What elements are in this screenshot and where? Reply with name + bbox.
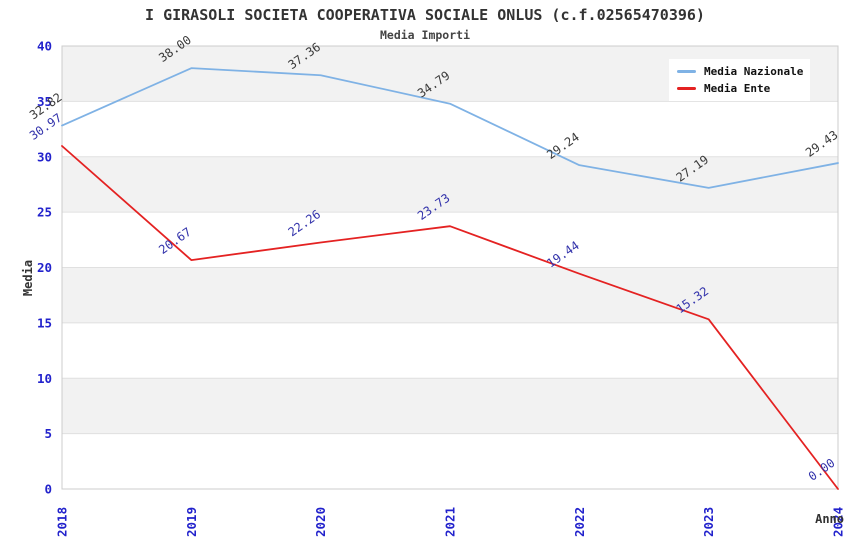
plot-band <box>62 322 838 379</box>
x-axis-title: Anno <box>815 512 844 526</box>
y-tick-label: 20 <box>37 260 52 275</box>
series-line-media-nazionale <box>61 67 839 189</box>
x-tick-label: 2020 <box>313 507 328 537</box>
y-tick-label: 10 <box>37 371 52 386</box>
plot-band <box>62 156 838 213</box>
y-axis-title: Media <box>21 259 35 297</box>
plot-band <box>62 267 838 323</box>
plot-band <box>62 212 838 268</box>
y-tick-label: 40 <box>37 39 52 54</box>
chart-subtitle: Media Importi <box>379 28 470 42</box>
legend: Media Nazionale Media Ente <box>669 59 810 101</box>
plot-band <box>62 378 838 434</box>
y-tick-label: 15 <box>37 315 52 330</box>
legend-item-media-nazionale: Media Nazionale <box>669 65 810 78</box>
x-tick-label: 2022 <box>572 507 587 537</box>
y-tick-label: 35 <box>37 94 52 109</box>
legend-label: Media Ente <box>704 82 771 96</box>
plot-border <box>61 45 839 490</box>
plot-band <box>62 101 838 157</box>
x-tick-label: 2019 <box>184 507 199 537</box>
x-tick-label: 2018 <box>55 507 70 537</box>
y-tick-label: 25 <box>37 205 52 220</box>
y-tick-label: 30 <box>37 149 52 164</box>
legend-marker-nazionale-icon <box>677 69 696 73</box>
legend-marker-ente-icon <box>677 87 696 91</box>
series-line-media-ente <box>61 145 839 490</box>
x-tick-label: 2024 <box>831 507 846 537</box>
chart-title: I GIRASOLI SOCIETA COOPERATIVA SOCIALE O… <box>145 6 705 24</box>
legend-label: Media Nazionale <box>704 64 804 78</box>
plot-band <box>62 433 838 489</box>
x-tick-label: 2021 <box>443 507 458 537</box>
x-tick-label: 2023 <box>701 507 716 537</box>
y-tick-label: 0 <box>44 482 52 497</box>
y-tick-label: 5 <box>44 426 52 441</box>
legend-item-media-ente: Media Ente <box>669 82 810 95</box>
